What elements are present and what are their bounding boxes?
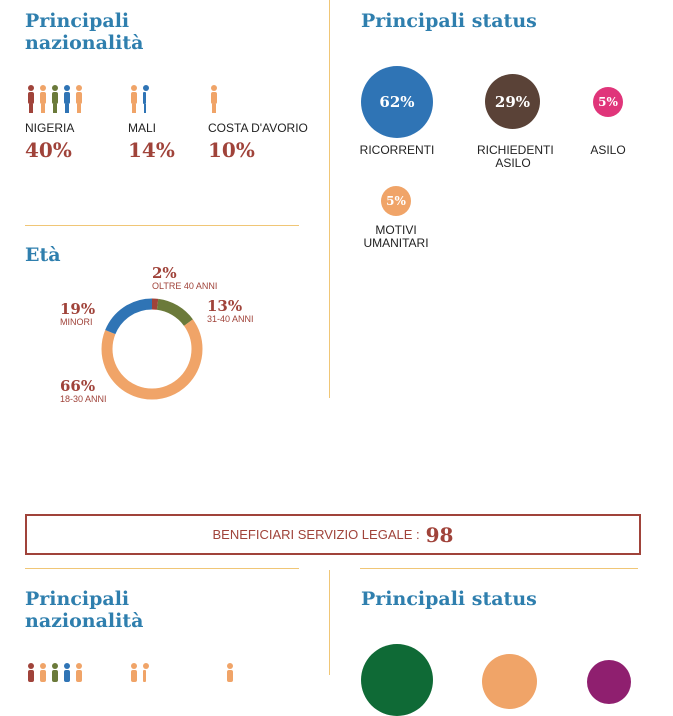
nationality-pct: 14%	[128, 138, 175, 162]
column-divider-top	[329, 0, 330, 398]
age-label-minori: 19% MINORI	[60, 300, 96, 327]
person-icon	[211, 85, 217, 113]
legal-service-banner: BENEFICIARI SERVIZIO LEGALE : 98	[25, 514, 641, 555]
status-label: ASILO	[590, 143, 626, 157]
status-circle-ricorrenti: 62%	[361, 66, 433, 138]
person-icon	[28, 663, 82, 682]
status-circle-umanitari: 5%	[381, 186, 411, 216]
status2-circle-3	[587, 660, 631, 704]
mali-person-icons	[128, 84, 152, 119]
status-circle-asilo: 5%	[593, 87, 623, 117]
divider-section2-right	[360, 568, 638, 569]
status-title: Principali status	[361, 10, 537, 32]
status-label: MOTIVI UMANITARI	[363, 223, 429, 250]
donut-slice-minori	[101, 298, 203, 400]
nationality-pct: 40%	[25, 138, 72, 162]
status-label: RICHIEDENTI ASILO	[477, 143, 554, 170]
person-icon	[227, 663, 233, 682]
status-label: RICORRENTI	[359, 143, 435, 157]
age-label-18-30: 66% 18-30 ANNI	[60, 377, 107, 404]
divider-section2-left	[25, 568, 299, 569]
donut-slice-18-30-anni	[101, 298, 203, 400]
age-label-31-40: 13% 31-40 ANNI	[207, 297, 254, 324]
status-circle-richiedenti: 29%	[485, 74, 540, 129]
nationality-label: MALI	[128, 121, 157, 135]
nationality-title-2: Principali nazionalità	[25, 588, 144, 632]
nationality-title: Principali nazionalità	[25, 10, 144, 54]
status2-circle-2	[482, 654, 537, 709]
banner-label: BENEFICIARI SERVIZIO LEGALE :	[212, 527, 420, 542]
age-title: Età	[25, 244, 61, 266]
banner-value: 98	[425, 522, 454, 547]
nationality-label: NIGERIA	[25, 121, 75, 135]
divider-age	[25, 225, 299, 226]
status-title-2: Principali status	[361, 588, 537, 610]
person-icon	[28, 85, 82, 113]
nationality-pct: 10%	[208, 138, 255, 162]
person-icon	[131, 85, 149, 113]
person-icon	[131, 663, 149, 682]
age-label-over40: 2% OLTRE 40 ANNI	[152, 264, 218, 291]
status2-circle-1	[361, 644, 433, 716]
nigeria-person-icons	[25, 84, 87, 119]
age-donut-chart	[101, 298, 203, 400]
ivory-coast-person-icons	[208, 84, 220, 119]
nationality-label: COSTA D'AVORIO	[208, 121, 308, 135]
column-divider-bottom	[329, 570, 330, 675]
